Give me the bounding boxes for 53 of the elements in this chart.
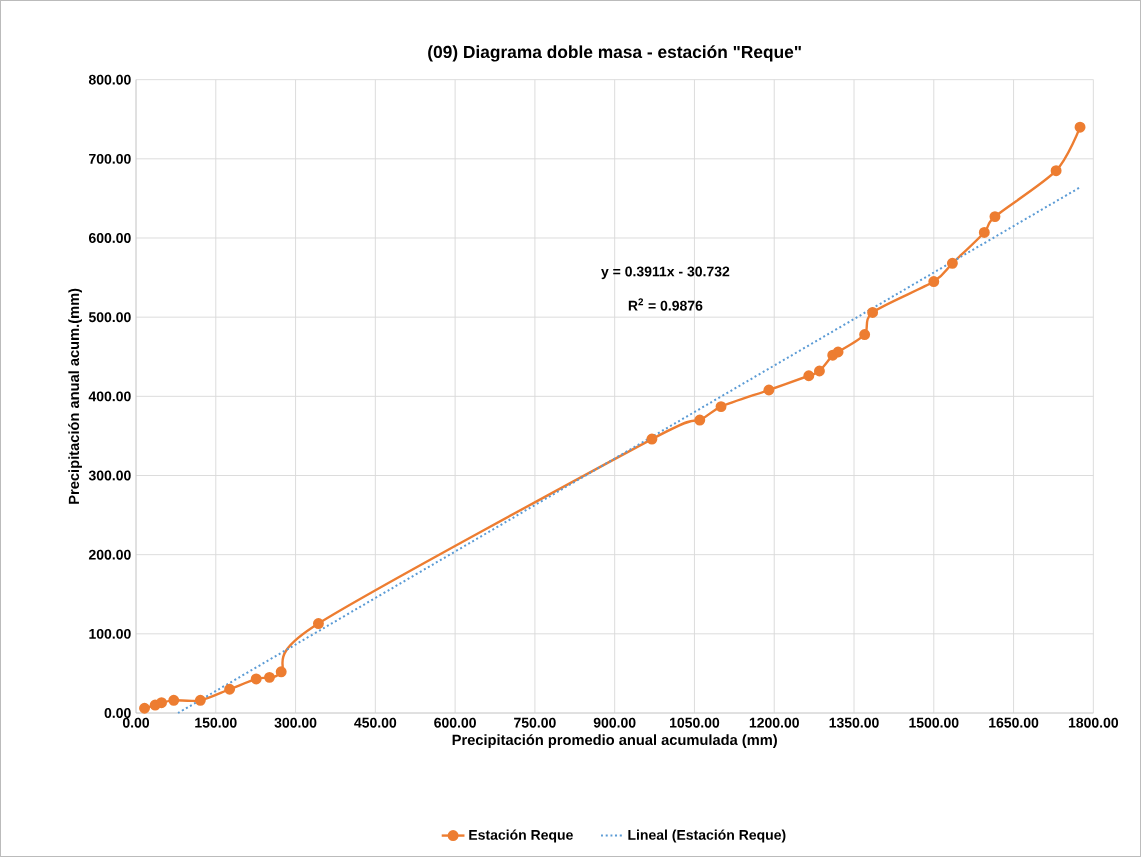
y-tick-label: 200.00: [88, 549, 131, 560]
x-tick-label: 1200.00: [749, 717, 799, 728]
y-tick-label: 100.00: [89, 628, 131, 639]
point: [194, 694, 206, 706]
x-tick-label: 300.00: [274, 717, 317, 728]
point: [859, 329, 871, 341]
x-tick-label: 1500.00: [909, 717, 959, 728]
point: [156, 697, 167, 709]
y-tick-label: 600.00: [88, 233, 131, 243]
point: [989, 211, 1001, 223]
y-tick-label: 700.00: [89, 153, 131, 164]
point: [224, 683, 236, 695]
point: [978, 226, 990, 238]
point: [946, 257, 958, 269]
point: [312, 618, 324, 630]
point: [139, 702, 150, 714]
x-tick-label: 1800.00: [1068, 717, 1119, 728]
point: [168, 694, 180, 706]
x-tick-label: 1650.00: [989, 717, 1039, 728]
point: [646, 433, 658, 445]
x-tick-label: 150.00: [195, 717, 237, 728]
point: [832, 346, 844, 358]
point: [803, 370, 815, 382]
point: [763, 384, 775, 396]
x-tick-label: 450.00: [354, 717, 397, 728]
point: [1050, 165, 1062, 177]
annotation: y = 0.3911x - 30.732: [601, 266, 730, 280]
x-tick-label: 1050.00: [670, 717, 720, 728]
y-tick-label: 800.00: [88, 74, 131, 85]
point: [867, 306, 879, 318]
legend-label: Estación Reque: [469, 829, 573, 843]
x-tick-label: 0.00: [122, 717, 150, 728]
point: [715, 401, 727, 413]
point: [694, 414, 706, 426]
point: [928, 276, 940, 287]
annotation: R$^{2}$ = 0.9876: [628, 298, 703, 311]
x-tick-label: 600.00: [434, 717, 476, 728]
y-tick-label: 400.00: [88, 391, 131, 402]
point: [275, 666, 287, 678]
point: [264, 671, 275, 683]
x-tick-label: 1350.00: [829, 717, 879, 728]
point: [813, 365, 825, 377]
point: [250, 673, 262, 685]
x-tick-label: 900.00: [593, 717, 636, 728]
y-tick-label: 0.00: [104, 708, 131, 718]
chart-title: (09) Diagrama doble masa - estación "Reque": [428, 45, 801, 62]
x-axis-title: Precipitación promedio anual acumulada (mm): [452, 734, 777, 748]
y-tick-label: 300.00: [88, 470, 131, 481]
legend-label: Lineal (Estación Reque): [628, 829, 786, 843]
y-axis-title: Precipitación anual acum.(mm): [68, 288, 82, 504]
y-tick-label: 500.00: [88, 312, 131, 323]
x-tick-label: 750.00: [514, 717, 556, 728]
point: [1074, 121, 1086, 133]
